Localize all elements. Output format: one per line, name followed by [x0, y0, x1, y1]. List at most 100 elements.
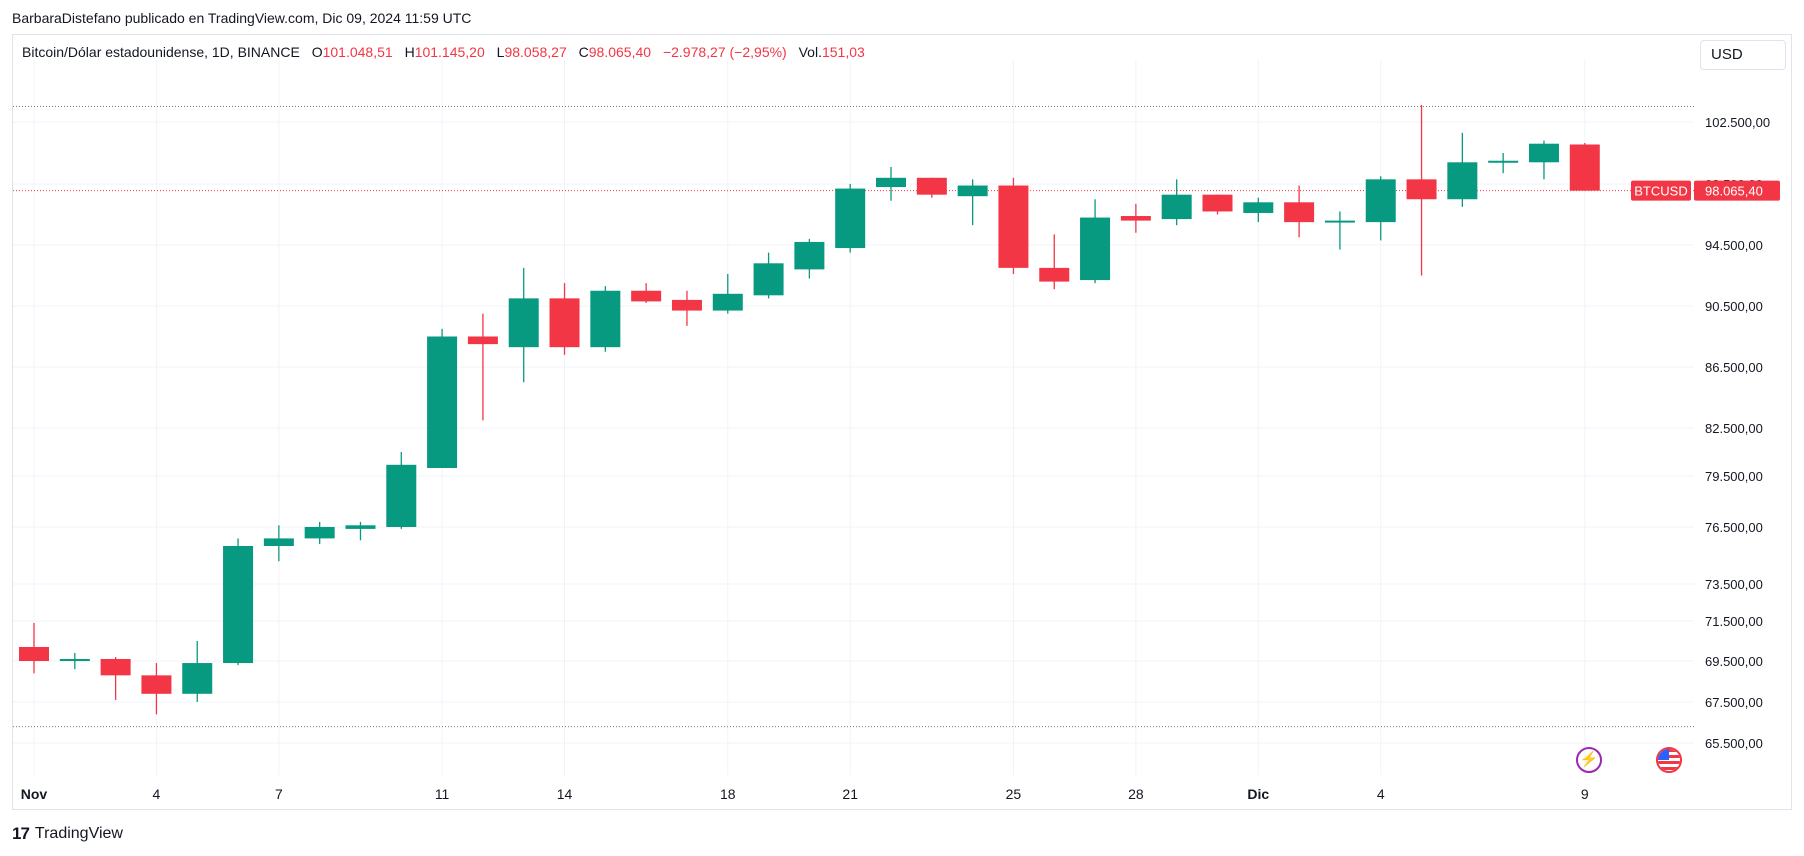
candle [467, 313, 498, 421]
x-tick-label: 4 [153, 786, 161, 802]
close-label: C [578, 44, 589, 60]
candle [345, 521, 376, 541]
candle-body [794, 241, 825, 270]
candle-body [1528, 143, 1559, 163]
x-tick-label: 11 [435, 786, 450, 802]
candle-body [100, 659, 131, 676]
y-tick-label: 102.500,00 [1705, 115, 1770, 130]
candle-body [1406, 179, 1437, 200]
candle-body [1080, 217, 1111, 281]
candle-body [590, 290, 621, 348]
x-tick-label: 14 [557, 786, 573, 802]
y-tick-label: 86.500,00 [1705, 360, 1763, 375]
candle-body [508, 298, 539, 348]
grid-lines [13, 60, 1694, 775]
candle-body [1243, 202, 1274, 213]
candle [1365, 176, 1396, 241]
y-tick-label: 67.500,00 [1705, 695, 1763, 710]
candle [876, 166, 907, 201]
x-tick-label: Nov [21, 786, 48, 802]
candle [916, 177, 947, 198]
change-value: −2.978,27 (−2,95%) [662, 44, 787, 60]
candle [1120, 203, 1151, 233]
last-price-tag-bg [1694, 180, 1780, 201]
candle-body [19, 647, 49, 661]
candle [549, 283, 580, 355]
candle [508, 267, 539, 383]
candle-body [1284, 202, 1315, 223]
candle [1039, 234, 1070, 290]
candle [1161, 179, 1192, 226]
y-tick-label: 94.500,00 [1705, 238, 1763, 253]
y-tick-label: 71.500,00 [1705, 614, 1763, 629]
candle-body [345, 525, 376, 529]
candle [59, 653, 90, 670]
open-value: 101.048,51 [322, 44, 393, 60]
x-tick-label: 9 [1581, 786, 1589, 802]
candle [1447, 132, 1478, 207]
candle-body [1039, 267, 1070, 282]
x-tick-label: 18 [720, 786, 736, 802]
y-tick-label: 65.500,00 [1705, 736, 1763, 751]
y-tick-label: 90.500,00 [1705, 299, 1763, 314]
candles [19, 104, 1600, 715]
us-flag-icon[interactable] [1656, 747, 1682, 773]
candle-body [876, 177, 907, 188]
low-value: 98.058,27 [504, 44, 567, 60]
candle-body [1202, 194, 1233, 212]
x-tick-label: Dic [1247, 786, 1269, 802]
symbol-description[interactable]: Bitcoin/Dólar estadounidense, 1D, BINANC… [22, 44, 300, 60]
x-tick-label: 25 [1006, 786, 1022, 802]
candle [386, 452, 417, 529]
candle [835, 184, 866, 253]
y-tick-label: 69.500,00 [1705, 654, 1763, 669]
high-label: H [404, 44, 415, 60]
y-tick-label: 76.500,00 [1705, 520, 1763, 535]
open-label: O [311, 44, 323, 60]
candle [100, 657, 131, 700]
candle-body [1488, 160, 1519, 163]
candle [182, 641, 213, 702]
candle [427, 328, 458, 468]
x-tick-label: 28 [1128, 786, 1144, 802]
candle-body [957, 185, 988, 197]
candle-body [753, 263, 784, 296]
candle [1528, 140, 1559, 180]
tradingview-logo[interactable]: 17 TradingView [12, 824, 123, 844]
candle [671, 290, 702, 326]
candle [141, 663, 172, 715]
y-tick-label: 73.500,00 [1705, 577, 1763, 592]
candle [1488, 153, 1519, 174]
candle [590, 286, 621, 352]
candle-body [1569, 144, 1600, 191]
y-tick-label: 82.500,00 [1705, 421, 1763, 436]
candle [1324, 211, 1355, 250]
candle-body [916, 177, 947, 195]
candle [1406, 104, 1437, 276]
candle [1202, 194, 1233, 215]
candle-body [386, 464, 417, 527]
candle-body [223, 546, 254, 664]
candle-body [304, 527, 335, 539]
low-label: L [496, 44, 505, 60]
candle-body [467, 336, 498, 345]
candle-body [1447, 162, 1478, 200]
volume-label: Vol. [798, 44, 822, 60]
candle [1569, 142, 1600, 191]
candle-body [712, 293, 743, 311]
candle-body [631, 290, 662, 302]
last-price-marker: BTCUSD 98.065,40 [1631, 180, 1780, 201]
candle-body [1365, 179, 1396, 223]
x-tick-label: 7 [275, 786, 283, 802]
candle [998, 177, 1029, 274]
candle [1243, 197, 1274, 223]
lightning-icon[interactable]: ⚡ [1576, 747, 1602, 773]
tradingview-brand: TradingView [34, 825, 123, 842]
candle-body [998, 185, 1029, 268]
flag-canton [1658, 749, 1669, 760]
high-value: 101.145,20 [414, 44, 485, 60]
currency-button[interactable]: USD [1700, 40, 1786, 70]
candle-body [671, 299, 702, 311]
last-price-tag: 98.065,40 [1705, 184, 1763, 199]
